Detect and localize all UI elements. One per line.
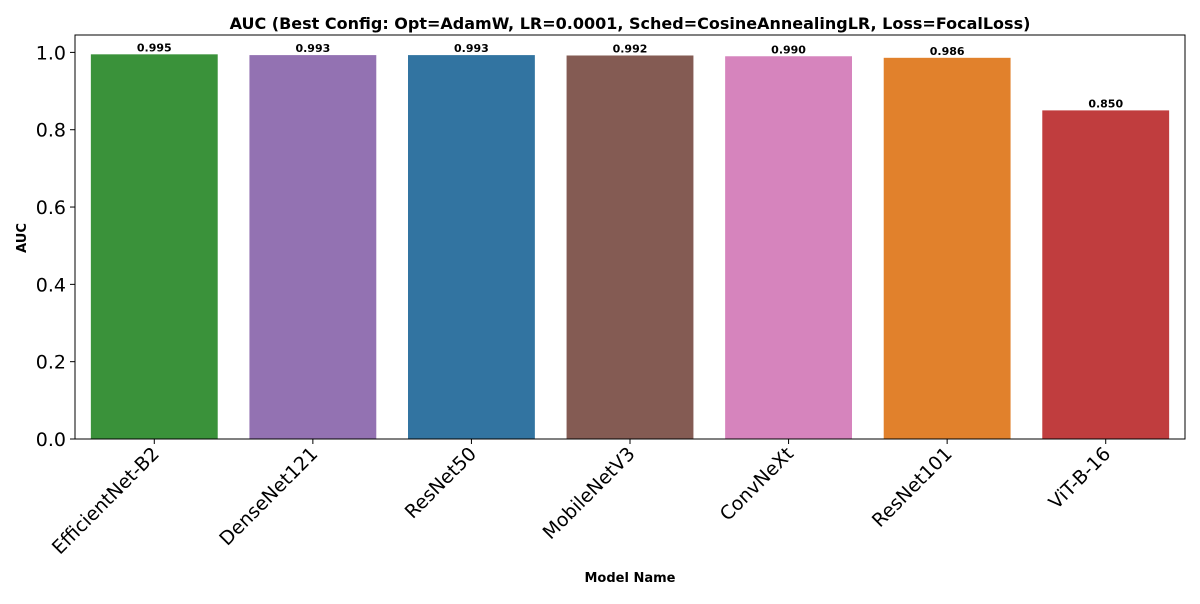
bars-layer	[90, 54, 1170, 440]
bar-convnext	[725, 56, 852, 440]
bar-value-label: 0.850	[1088, 97, 1123, 110]
bar-mobilenetv3	[566, 55, 694, 439]
x-axis-label: Model Name	[585, 571, 676, 586]
bar-resnet50	[408, 55, 535, 440]
bar-efficientnet-b2	[90, 54, 218, 440]
bar-value-label: 0.995	[137, 41, 172, 54]
bar-densenet121	[249, 55, 377, 440]
bar-resnet101	[883, 57, 1011, 439]
chart-title: AUC (Best Config: Opt=AdamW, LR=0.0001, …	[230, 14, 1031, 33]
bar-value-label: 0.986	[930, 45, 965, 58]
y-axis: 0.0 0.2 0.4 0.6 0.8 1.0	[36, 42, 75, 451]
y-tick-label: 0.0	[36, 429, 66, 451]
bar-value-label: 0.993	[454, 42, 489, 55]
y-tick-label: 0.8	[36, 120, 66, 142]
bar-value-label: 0.990	[771, 43, 806, 56]
bar-vit-b-16	[1042, 110, 1170, 439]
bar-value-label: 0.992	[613, 42, 648, 55]
y-tick-label: 1.0	[36, 42, 66, 64]
y-axis-label: AUC	[15, 223, 30, 253]
y-tick-label: 0.6	[36, 197, 66, 219]
y-tick-label: 0.2	[36, 352, 66, 374]
bar-value-label: 0.993	[295, 42, 330, 55]
y-tick-label: 0.4	[36, 274, 66, 296]
value-labels-layer: 0.995 0.993 0.993 0.992 0.990 0.986 0.850	[137, 41, 1124, 110]
